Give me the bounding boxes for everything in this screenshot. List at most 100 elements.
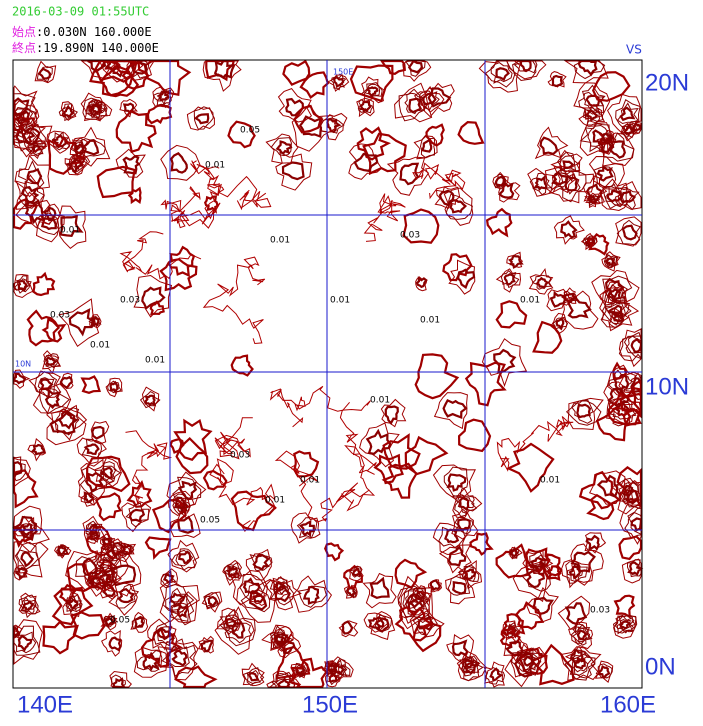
contour bbox=[497, 68, 509, 79]
contour bbox=[558, 596, 589, 629]
contour bbox=[577, 405, 590, 417]
contour bbox=[561, 222, 576, 238]
contour bbox=[249, 673, 258, 680]
start-label: 始点 bbox=[12, 25, 36, 39]
contour-label: 0.01 bbox=[145, 356, 165, 366]
contour bbox=[620, 537, 642, 559]
contour-label: 0.01 bbox=[265, 496, 285, 506]
contour bbox=[86, 493, 94, 501]
contour bbox=[516, 603, 542, 629]
contour-label: 0.03 bbox=[230, 451, 250, 461]
contour bbox=[44, 622, 78, 653]
start-point: 始点:0.030N 160.000E bbox=[12, 25, 152, 39]
contour bbox=[395, 83, 432, 122]
contour bbox=[146, 538, 170, 558]
contour bbox=[483, 339, 527, 386]
contour-label: 0.05 bbox=[200, 516, 220, 526]
contour bbox=[204, 257, 265, 343]
contour bbox=[440, 545, 471, 573]
contour-label: 0.01 bbox=[205, 161, 225, 171]
contour bbox=[527, 588, 558, 622]
end-point: 終点:19.890N 140.000E bbox=[12, 40, 159, 55]
contour bbox=[173, 651, 186, 666]
contour-label: 0.01 bbox=[330, 296, 350, 306]
contour bbox=[299, 586, 327, 607]
contour-label: 0.01 bbox=[540, 476, 560, 486]
contour bbox=[320, 114, 347, 140]
contour bbox=[566, 61, 609, 83]
contour bbox=[496, 177, 505, 186]
contour bbox=[413, 163, 465, 198]
contour bbox=[578, 631, 586, 639]
contour-label: 0.05 bbox=[110, 616, 130, 626]
start-value: :0.030N 160.000E bbox=[36, 25, 152, 39]
contour bbox=[343, 622, 352, 634]
contour-label: 0.05 bbox=[240, 126, 260, 136]
contour bbox=[130, 510, 144, 521]
contour bbox=[82, 377, 99, 393]
contour bbox=[632, 518, 641, 530]
contour bbox=[96, 494, 120, 521]
contour-label: 0.03 bbox=[590, 606, 610, 616]
contour bbox=[497, 269, 521, 292]
contour bbox=[171, 153, 187, 172]
contour bbox=[24, 602, 33, 610]
contour bbox=[271, 386, 371, 427]
contour bbox=[632, 339, 641, 351]
contour bbox=[46, 391, 59, 408]
contour bbox=[587, 536, 599, 549]
contour bbox=[111, 383, 118, 392]
contour bbox=[254, 555, 268, 570]
contour bbox=[534, 322, 562, 353]
contour bbox=[361, 102, 370, 111]
contour bbox=[459, 122, 483, 144]
contour bbox=[453, 582, 465, 593]
contour bbox=[176, 667, 216, 687]
contour bbox=[151, 302, 164, 314]
contour bbox=[471, 534, 492, 555]
contour bbox=[384, 435, 420, 468]
contour bbox=[334, 77, 343, 86]
contour bbox=[618, 103, 638, 123]
contour bbox=[34, 274, 55, 295]
contour bbox=[623, 226, 637, 240]
lat-label: 20N bbox=[645, 69, 689, 96]
contour bbox=[434, 465, 476, 498]
contour bbox=[34, 384, 71, 413]
contour bbox=[401, 164, 419, 184]
contour bbox=[215, 61, 234, 78]
lat-label: 0N bbox=[645, 653, 676, 680]
contour bbox=[621, 622, 629, 628]
contour-label: 0.03 bbox=[50, 311, 70, 321]
contour bbox=[521, 61, 531, 70]
contour bbox=[598, 167, 612, 181]
contour bbox=[182, 161, 221, 228]
contour bbox=[283, 163, 304, 180]
map-view: 2016-03-09 01:55UTC 始点:0.030N 160.000E 終… bbox=[0, 0, 703, 722]
contour-label: 0.01 bbox=[520, 296, 540, 306]
contour bbox=[59, 548, 66, 555]
contour bbox=[204, 471, 226, 489]
contour bbox=[451, 200, 466, 212]
contour bbox=[615, 596, 634, 617]
contour bbox=[353, 569, 360, 575]
contour bbox=[486, 61, 516, 87]
contour bbox=[458, 270, 474, 287]
contour bbox=[368, 87, 378, 96]
contour bbox=[65, 108, 73, 116]
end-value: :19.890N 140.000E bbox=[36, 41, 159, 55]
contour bbox=[510, 256, 522, 267]
contour bbox=[460, 498, 468, 509]
contour bbox=[136, 618, 144, 627]
contour-label: 0.01 bbox=[90, 341, 110, 351]
contour bbox=[557, 319, 564, 328]
contour bbox=[409, 61, 422, 72]
contour bbox=[325, 544, 342, 560]
contour bbox=[110, 638, 121, 650]
lon-label: 140E bbox=[17, 691, 73, 718]
lat-label: 10N bbox=[645, 373, 689, 400]
contour bbox=[417, 279, 426, 287]
contour bbox=[14, 370, 29, 388]
contour bbox=[161, 571, 175, 586]
contour bbox=[416, 354, 458, 398]
